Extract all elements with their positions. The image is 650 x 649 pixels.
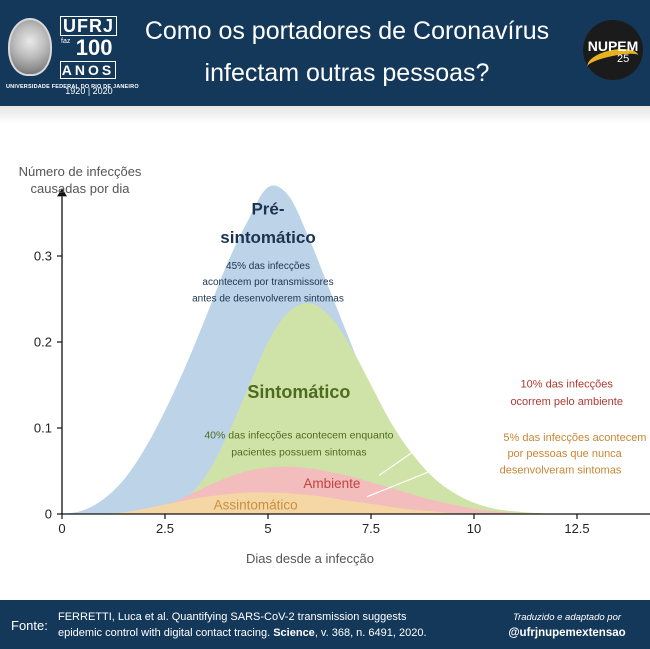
- annotation-5: Sintomático: [247, 382, 350, 402]
- ufrj-faz: faz: [61, 38, 71, 45]
- annotation-3: acontecem por transmissores: [202, 277, 333, 288]
- annotation-1: sintomático: [220, 228, 315, 247]
- x-tick-label-3: 7.5: [362, 521, 380, 536]
- annotation-11: ocorrem pelo ambiente: [510, 396, 623, 408]
- ufrj-seal-logo: [8, 18, 52, 76]
- source-citation-end: , v. 368, n. 6491, 2020.: [314, 627, 427, 639]
- y-tick-label-1: 0.1: [34, 421, 52, 436]
- y-axis-label-line-2: causadas por dia: [30, 181, 130, 196]
- area-series-3: [103, 492, 495, 514]
- area-layer: [62, 185, 557, 514]
- ufrj-word: UFRJ: [60, 16, 118, 36]
- x-tick-label-4: 10: [467, 521, 481, 536]
- annotation-12: 5% das infecções acontecem: [503, 432, 646, 444]
- annotation-4: antes de desenvolverem sintomas: [192, 294, 344, 305]
- header-shadow-band: [0, 106, 650, 124]
- annotation-layer: Pré-sintomático 45% das infecções acontece…: [192, 200, 646, 513]
- annotation-7: pacientes possuem sintomas: [231, 447, 366, 459]
- ufrj-years: 1920 | 2020: [65, 86, 113, 96]
- pointer-line-1: [366, 446, 491, 498]
- x-tick-label-0: 0: [58, 521, 65, 536]
- x-tick-label-1: 2.5: [156, 521, 174, 536]
- ufrj-100-anos-logo: UFRJ faz 100 ANOS 1920 | 2020: [60, 16, 118, 96]
- source-citation-start: epidemic control with digital contact tr…: [58, 627, 274, 639]
- university-name: UNIVERSIDADE FEDERAL DO RIO DE JANEIRO: [6, 84, 139, 90]
- y-tick-label-2: 0.2: [34, 335, 52, 350]
- infection-chart: 0 2.5 5 7.5 10 12.5 0 0.1 0.2 0.3 Pré-sintomático…: [19, 164, 650, 566]
- annotation-6: 40% das infecções acontecem enquanto: [204, 429, 393, 441]
- area-series-1: [144, 303, 557, 514]
- axes-layer: 0 2.5 5 7.5 10 12.5 0 0.1 0.2 0.3: [34, 188, 650, 536]
- nupem-logo: NUPEM 25: [583, 20, 643, 80]
- ufrj-100: 100: [75, 35, 113, 60]
- y-tick-label-3: 0.3: [34, 249, 52, 264]
- annotation-10: 10% das infecções: [521, 379, 614, 391]
- annotation-14: desenvolveram sintomas: [500, 465, 622, 477]
- nupem-25: 25: [617, 53, 630, 65]
- annotation-2: 45% das infecções: [226, 261, 310, 272]
- header-banner: UFRJ faz 100 ANOS 1920 | 2020 UNIVERSIDA…: [0, 0, 650, 106]
- y-tick-label-0: 0: [45, 507, 52, 522]
- y-axis-arrow-icon: [57, 188, 67, 197]
- source-journal: Science: [273, 627, 315, 639]
- title-line-2: infectam outras pessoas?: [204, 59, 490, 87]
- source-label: Fonte:: [11, 618, 48, 633]
- y-axis-label-line-1: Número de infecções: [19, 164, 142, 179]
- x-tick-label-2: 5: [264, 521, 271, 536]
- source-citation-line-2: epidemic control with digital contact tr…: [58, 627, 427, 639]
- footer-banner: Fonte: FERRETTI, Luca et al. Quantifying…: [0, 600, 650, 649]
- nupem-text: NUPEM: [587, 38, 639, 54]
- ufrj-anos: ANOS: [60, 61, 116, 79]
- title-line-1: Como os portadores de Coronavírus: [144, 17, 550, 45]
- annotation-0: Pré-: [251, 200, 284, 219]
- pointer-line-0: [378, 397, 491, 476]
- annotation-13: por pessoas que nunca: [507, 448, 622, 460]
- social-handle: @ufrjnupemextensao: [508, 627, 626, 639]
- page-title: Como os portadores de Coronavírus infect…: [124, 10, 570, 94]
- x-axis-label: Dias desde a infecção: [246, 551, 374, 566]
- annotation-8: Ambiente: [303, 476, 360, 491]
- annotation-9: Assintomático: [214, 498, 298, 513]
- credit-text: Traduzido e adaptado por: [512, 612, 622, 623]
- x-tick-label-5: 12.5: [564, 521, 589, 536]
- source-citation-line-1: FERRETTI, Luca et al. Quantifying SARS-C…: [58, 611, 407, 623]
